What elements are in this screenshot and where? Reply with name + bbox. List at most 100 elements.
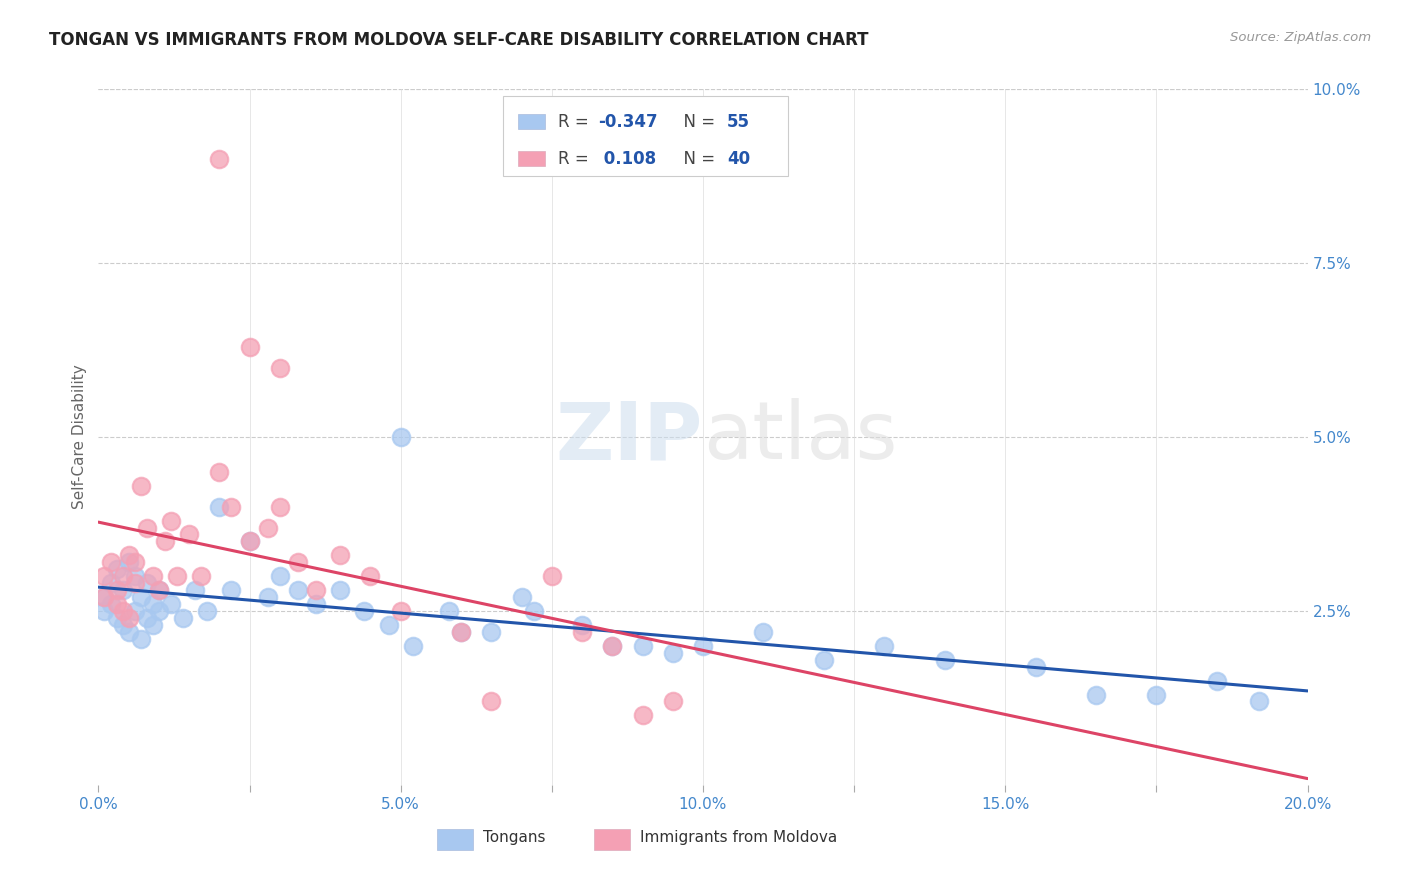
Point xyxy=(450,624,472,639)
Point xyxy=(105,562,128,576)
Point xyxy=(631,639,654,653)
Point xyxy=(389,604,412,618)
Point xyxy=(148,583,170,598)
Point xyxy=(269,569,291,583)
Point xyxy=(269,500,291,514)
Point xyxy=(124,555,146,569)
Point xyxy=(481,694,503,708)
Point xyxy=(813,653,835,667)
Point xyxy=(124,604,146,618)
Y-axis label: Self-Care Disability: Self-Care Disability xyxy=(72,365,87,509)
Point xyxy=(571,624,593,639)
Point xyxy=(129,479,152,493)
Point xyxy=(1249,694,1271,708)
Point xyxy=(148,583,170,598)
Point xyxy=(111,583,134,598)
Text: 55: 55 xyxy=(727,112,751,131)
Point xyxy=(287,583,309,598)
Point xyxy=(124,576,146,591)
Point xyxy=(148,604,170,618)
Text: 40: 40 xyxy=(727,150,751,168)
Point xyxy=(135,520,157,534)
Point xyxy=(166,569,188,583)
Point xyxy=(179,527,201,541)
Point xyxy=(752,624,775,639)
Point xyxy=(153,534,176,549)
Text: N =: N = xyxy=(672,112,720,131)
Point xyxy=(631,708,654,723)
FancyBboxPatch shape xyxy=(503,96,787,177)
Point xyxy=(602,639,624,653)
Point xyxy=(287,555,309,569)
Point xyxy=(111,569,134,583)
Point xyxy=(124,569,146,583)
Point xyxy=(129,632,152,646)
Point xyxy=(105,611,128,625)
Point xyxy=(1144,688,1167,702)
Point xyxy=(129,590,152,604)
Text: 0.108: 0.108 xyxy=(598,150,657,168)
Point xyxy=(305,583,328,598)
Text: Tongans: Tongans xyxy=(482,830,546,845)
Point xyxy=(195,604,218,618)
Text: TONGAN VS IMMIGRANTS FROM MOLDOVA SELF-CARE DISABILITY CORRELATION CHART: TONGAN VS IMMIGRANTS FROM MOLDOVA SELF-C… xyxy=(49,31,869,49)
Point xyxy=(239,534,262,549)
Point xyxy=(221,500,243,514)
Point xyxy=(402,639,425,653)
Point xyxy=(118,624,141,639)
Point xyxy=(269,360,291,375)
Point xyxy=(208,500,231,514)
Point xyxy=(93,569,115,583)
Point xyxy=(118,611,141,625)
Point xyxy=(450,624,472,639)
Point xyxy=(184,583,207,598)
FancyBboxPatch shape xyxy=(517,151,544,166)
Point xyxy=(256,520,278,534)
FancyBboxPatch shape xyxy=(517,114,544,129)
Point xyxy=(661,646,683,660)
Point xyxy=(523,604,546,618)
Point xyxy=(571,618,593,632)
Point xyxy=(190,569,212,583)
Point xyxy=(661,694,683,708)
FancyBboxPatch shape xyxy=(437,829,474,850)
Text: Immigrants from Moldova: Immigrants from Moldova xyxy=(640,830,838,845)
Point xyxy=(329,549,352,563)
Point xyxy=(93,590,115,604)
Point xyxy=(510,590,533,604)
Point xyxy=(118,549,141,563)
Point xyxy=(100,597,122,611)
Point xyxy=(239,534,262,549)
Point xyxy=(1085,688,1108,702)
Point xyxy=(160,514,183,528)
Point xyxy=(135,576,157,591)
Point xyxy=(692,639,714,653)
Point xyxy=(1024,659,1046,673)
Text: -0.347: -0.347 xyxy=(598,112,658,131)
Point xyxy=(329,583,352,598)
Point xyxy=(208,465,231,479)
Text: atlas: atlas xyxy=(703,398,897,476)
Point xyxy=(873,639,896,653)
Point xyxy=(1206,673,1229,688)
Point xyxy=(118,555,141,569)
Point xyxy=(239,340,262,354)
Point xyxy=(160,597,183,611)
Point xyxy=(256,590,278,604)
Point xyxy=(221,583,243,598)
Point xyxy=(602,639,624,653)
Point xyxy=(100,555,122,569)
Point xyxy=(934,653,956,667)
Text: R =: R = xyxy=(558,150,593,168)
Text: Source: ZipAtlas.com: Source: ZipAtlas.com xyxy=(1230,31,1371,45)
Point xyxy=(389,430,412,444)
Point xyxy=(172,611,194,625)
Point xyxy=(142,618,165,632)
Text: R =: R = xyxy=(558,112,593,131)
Point xyxy=(135,611,157,625)
Point xyxy=(111,604,134,618)
Point xyxy=(142,569,165,583)
Point xyxy=(377,618,399,632)
FancyBboxPatch shape xyxy=(595,829,630,850)
Point xyxy=(105,597,128,611)
